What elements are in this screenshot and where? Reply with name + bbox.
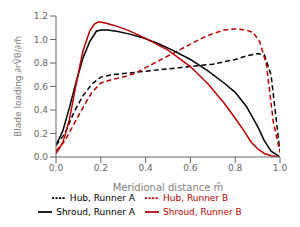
svg-text:Meridional distance m̃: Meridional distance m̃ bbox=[113, 182, 224, 193]
html-text:Hub, Runner B: Hub, Runner B bbox=[163, 192, 229, 203]
svg-text:0.4: 0.4 bbox=[34, 105, 49, 115]
svg-text:1.0: 1.0 bbox=[34, 35, 49, 45]
svg-text:0.0: 0.0 bbox=[34, 152, 49, 162]
svg-text:0.6: 0.6 bbox=[183, 163, 198, 173]
svg-text:0.6: 0.6 bbox=[34, 82, 49, 92]
svg-text:0.0: 0.0 bbox=[49, 163, 64, 173]
html-text:Hub, Runner A: Hub, Runner A bbox=[69, 192, 135, 203]
svg-text:1.2: 1.2 bbox=[34, 11, 48, 21]
svg-text:Blade loading ∂rṼθ/∂m̃: Blade loading ∂rṼθ/∂m̃ bbox=[12, 36, 23, 137]
svg-text:0.8: 0.8 bbox=[228, 163, 243, 173]
svg-text:0.2: 0.2 bbox=[94, 163, 108, 173]
html-text:Shroud, Runner A: Shroud, Runner A bbox=[56, 206, 135, 217]
svg-text:1.0: 1.0 bbox=[273, 163, 288, 173]
svg-text:0.2: 0.2 bbox=[34, 129, 48, 139]
html-text:Shroud, Runner B: Shroud, Runner B bbox=[163, 206, 242, 217]
svg-text:0.4: 0.4 bbox=[138, 163, 153, 173]
svg-text:0.8: 0.8 bbox=[34, 58, 49, 68]
